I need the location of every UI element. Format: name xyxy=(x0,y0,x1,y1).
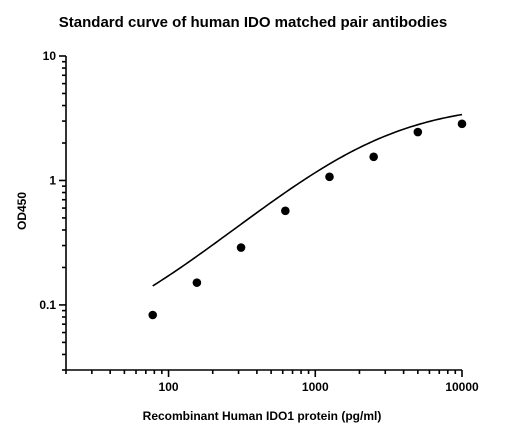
data-point xyxy=(325,172,334,182)
data-point xyxy=(281,206,290,216)
data-points xyxy=(148,119,467,320)
data-point xyxy=(457,119,467,129)
y-axis-label: OD450 xyxy=(15,192,29,230)
x-tick-label: 1000 xyxy=(302,380,329,394)
fit-curve-layer xyxy=(152,113,463,287)
data-point xyxy=(236,243,246,252)
axes: 0.1 1 10 100 1000 10000 xyxy=(39,49,479,394)
data-point xyxy=(148,310,158,320)
x-tick-label: 100 xyxy=(159,380,179,394)
y-tick-label: 10 xyxy=(43,49,57,63)
y-tick-label: 1 xyxy=(49,173,56,187)
fit-curve xyxy=(152,113,463,287)
data-point xyxy=(369,152,378,162)
y-tick-label: 0.1 xyxy=(39,298,56,312)
chart-title: Standard curve of human IDO matched pair… xyxy=(59,14,447,31)
data-point xyxy=(413,127,423,137)
x-tick-label: 10000 xyxy=(445,380,479,394)
data-point xyxy=(192,278,202,287)
x-axis-label: Recombinant Human IDO1 protein (pg/ml) xyxy=(143,409,382,423)
